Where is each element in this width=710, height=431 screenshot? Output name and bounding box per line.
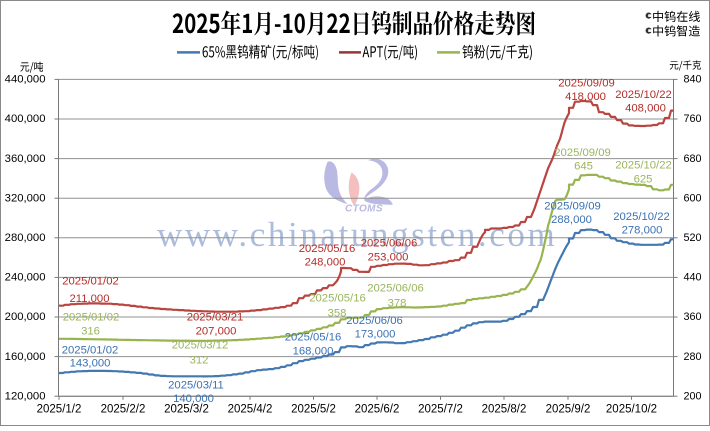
svg-text:2025/7/2: 2025/7/2	[418, 404, 463, 416]
svg-text:2025/06/06: 2025/06/06	[367, 283, 424, 295]
svg-text:253,000: 253,000	[368, 252, 409, 264]
svg-text:2025/01/02: 2025/01/02	[63, 312, 120, 324]
svg-text:173,000: 173,000	[355, 329, 396, 341]
svg-text:2025/05/16: 2025/05/16	[309, 293, 366, 305]
svg-text:2025/8/2: 2025/8/2	[482, 404, 527, 416]
svg-text:440,000: 440,000	[5, 74, 46, 86]
svg-text:440: 440	[683, 272, 701, 284]
svg-text:360,000: 360,000	[5, 153, 46, 165]
svg-text:418,000: 418,000	[565, 91, 606, 103]
svg-text:2025/9/2: 2025/9/2	[546, 404, 591, 416]
svg-text:248,000: 248,000	[305, 257, 346, 269]
svg-text:2025/5/2: 2025/5/2	[291, 404, 336, 416]
svg-text:211,000: 211,000	[70, 293, 110, 305]
svg-text:2025/4/2: 2025/4/2	[228, 404, 273, 416]
svg-text:316: 316	[81, 326, 100, 338]
svg-text:200,000: 200,000	[5, 311, 46, 323]
svg-text:312: 312	[190, 355, 209, 367]
svg-text:2025/09/09: 2025/09/09	[554, 147, 611, 159]
svg-text:2025/09/09: 2025/09/09	[544, 201, 601, 213]
svg-text:2025/10/22: 2025/10/22	[615, 89, 672, 101]
svg-text:358: 358	[328, 308, 347, 320]
svg-text:140,000: 140,000	[173, 393, 214, 405]
svg-text:280,000: 280,000	[5, 232, 46, 244]
svg-text:625: 625	[634, 174, 653, 186]
svg-text:280: 280	[683, 351, 701, 363]
svg-text:2025/09/09: 2025/09/09	[558, 78, 615, 90]
svg-text:www.chinatungsten.com: www.chinatungsten.com	[157, 215, 557, 254]
svg-text:2025/10/22: 2025/10/22	[615, 160, 672, 172]
svg-text:2025/01/02: 2025/01/02	[62, 345, 119, 357]
svg-text:2025/10/2: 2025/10/2	[606, 404, 657, 416]
svg-text:2025/03/11: 2025/03/11	[168, 380, 224, 392]
svg-text:2025/10/22: 2025/10/22	[613, 211, 670, 223]
svg-text:2025/1/2: 2025/1/2	[37, 404, 82, 416]
svg-text:320,000: 320,000	[5, 192, 46, 204]
svg-text:2025/3/2: 2025/3/2	[164, 404, 209, 416]
svg-text:2025/03/21: 2025/03/21	[187, 312, 244, 324]
svg-text:240,000: 240,000	[5, 272, 46, 284]
svg-text:207,000: 207,000	[196, 326, 237, 338]
svg-text:360: 360	[683, 311, 701, 323]
svg-text:840: 840	[683, 74, 701, 86]
svg-text:408,000: 408,000	[625, 103, 666, 115]
svg-text:520: 520	[683, 232, 701, 244]
svg-text:2025/05/16: 2025/05/16	[299, 243, 356, 255]
svg-text:2025/01/02: 2025/01/02	[62, 276, 119, 288]
svg-text:680: 680	[683, 153, 701, 165]
svg-text:288,000: 288,000	[551, 214, 592, 226]
svg-text:2025/6/2: 2025/6/2	[355, 404, 400, 416]
svg-text:278,000: 278,000	[622, 225, 663, 237]
svg-text:2025/06/06: 2025/06/06	[361, 238, 418, 250]
svg-text:2025/06/06: 2025/06/06	[346, 315, 403, 327]
svg-text:600: 600	[683, 192, 701, 204]
svg-text:200: 200	[683, 390, 701, 402]
svg-text:400,000: 400,000	[5, 113, 46, 125]
svg-text:120,000: 120,000	[5, 390, 46, 402]
svg-text:143,000: 143,000	[70, 358, 111, 370]
svg-text:CTOMS: CTOMS	[345, 204, 383, 215]
svg-text:2025/2/2: 2025/2/2	[101, 404, 146, 416]
svg-text:760: 760	[683, 113, 701, 125]
svg-text:2025/03/12: 2025/03/12	[172, 340, 229, 352]
svg-text:168,000: 168,000	[293, 346, 334, 358]
svg-text:2025/05/16: 2025/05/16	[285, 332, 342, 344]
svg-text:645: 645	[574, 161, 593, 173]
svg-text:160,000: 160,000	[5, 351, 46, 363]
svg-text:378: 378	[388, 298, 407, 310]
